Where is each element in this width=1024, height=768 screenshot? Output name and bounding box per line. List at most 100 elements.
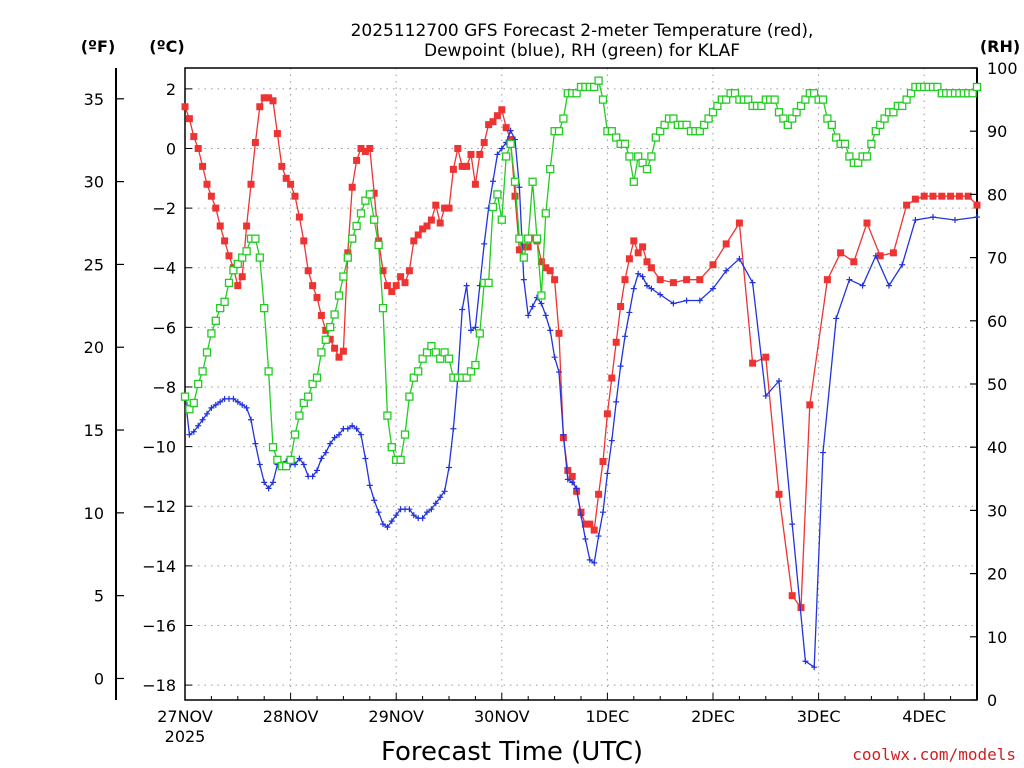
temperature-point	[392, 282, 400, 290]
rh-point	[700, 120, 709, 130]
dewpoint-point	[776, 378, 782, 385]
dewpoint-point	[195, 422, 202, 429]
temperature-point	[511, 192, 519, 200]
temperature-point	[185, 115, 193, 123]
dewpoint-point	[428, 506, 435, 513]
dewpoint-point	[446, 464, 452, 471]
dewpoint-point	[547, 327, 554, 334]
rh-tick-label: 70	[987, 249, 1007, 268]
rh-point	[497, 215, 506, 224]
temperature-point	[929, 192, 937, 200]
rh-point	[488, 202, 498, 212]
rh-point	[387, 443, 396, 452]
rh-point	[889, 108, 898, 117]
dewpoint-point	[366, 482, 373, 489]
rh-point	[620, 139, 630, 148]
rh-point	[471, 360, 480, 370]
rh-point	[339, 272, 348, 281]
rh-point	[845, 152, 854, 161]
rh-point	[669, 114, 678, 123]
rh-point	[383, 411, 392, 420]
dewpoint-point	[230, 395, 237, 402]
temperature-point	[911, 195, 919, 203]
rh-point	[321, 335, 330, 344]
rh-point	[326, 322, 335, 332]
temperature-line	[184, 97, 978, 610]
rh-point	[972, 82, 982, 92]
rh-point	[436, 354, 445, 363]
x-tick-label: 2DEC	[691, 707, 735, 726]
rh-point	[744, 95, 753, 104]
credit-link[interactable]: coolwx.com/models	[852, 745, 1016, 764]
rh-point	[352, 221, 361, 231]
temperature-point	[524, 243, 532, 251]
celsius-tick-label: −14	[142, 557, 176, 576]
dewpoint-point	[406, 506, 413, 513]
temperature-point	[269, 97, 277, 105]
rh-point	[264, 367, 273, 376]
rh-point	[462, 373, 471, 382]
rh-point	[541, 209, 550, 218]
dewpoint-point	[564, 476, 571, 483]
dewpoint-point	[410, 512, 417, 519]
temperature-point	[797, 604, 805, 612]
dewpoint-point	[344, 425, 351, 432]
temperature-point	[247, 180, 255, 188]
rh-point	[572, 89, 581, 98]
dewpoint-point	[820, 449, 826, 456]
temperature-point	[405, 267, 413, 275]
rh-point	[484, 278, 493, 288]
rh-tick-label: 0	[987, 691, 997, 710]
temperature-point	[278, 162, 286, 170]
celsius-tick-label: −2	[152, 199, 176, 218]
temperature-point	[973, 201, 981, 209]
rh-point	[594, 76, 603, 85]
dewpoint-point	[256, 461, 263, 468]
fahrenheit-tick-label: 0	[94, 669, 104, 688]
celsius-tick-label: 2	[166, 80, 176, 99]
celsius-tick-label: −18	[142, 676, 176, 695]
dewpoint-point	[617, 363, 624, 370]
x-tick-label: 28NOV	[263, 707, 319, 726]
temperature-point	[273, 130, 281, 138]
temperature-point	[410, 237, 418, 245]
temperature-point	[643, 258, 651, 266]
rh-point	[251, 234, 260, 243]
temperature-point	[317, 311, 325, 319]
celsius-tick-label: 0	[166, 139, 176, 158]
rh-point	[770, 95, 779, 104]
dewpoint-point	[573, 485, 580, 492]
temperature-point	[282, 174, 290, 182]
rh-point	[189, 398, 198, 408]
fahrenheit-tick-label: 30	[84, 173, 104, 192]
dewpoint-point	[538, 300, 545, 307]
rh-point	[365, 190, 374, 199]
rh-point	[876, 120, 885, 130]
x-year-label: 2025	[165, 727, 206, 746]
rh-point	[295, 411, 304, 420]
temperature-point	[335, 353, 343, 361]
temperature-point	[485, 121, 493, 129]
rh-point	[238, 253, 247, 262]
temperature-point	[823, 276, 831, 284]
dewpoint-point	[507, 127, 514, 134]
x-tick-label: 3DEC	[797, 707, 841, 726]
rh-point	[348, 234, 357, 243]
rh-point	[440, 348, 449, 357]
dewpoint-point	[657, 291, 664, 298]
rh-point	[757, 101, 766, 111]
temperature-point	[287, 180, 295, 188]
dewpoint-point	[327, 440, 334, 447]
dewpoint-point	[833, 315, 840, 322]
temperature-point	[599, 458, 607, 466]
dewpoint-point	[349, 422, 356, 429]
temperature-point	[458, 162, 466, 170]
rh-point	[312, 373, 322, 382]
temperature-point	[612, 338, 620, 346]
dewpoint-point	[384, 524, 391, 531]
temperature-point	[234, 282, 242, 290]
rh-point	[656, 127, 665, 136]
rh-point	[906, 89, 916, 98]
dewpoint-point	[481, 240, 488, 247]
rh-point	[708, 108, 718, 117]
